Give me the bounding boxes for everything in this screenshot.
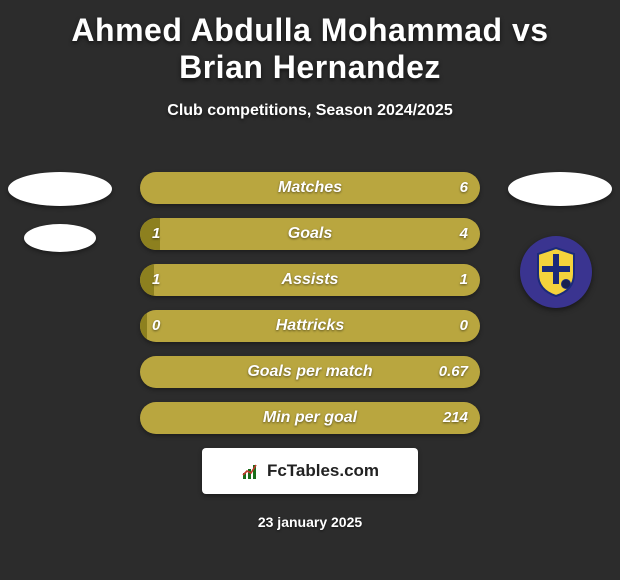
stat-label: Min per goal	[140, 402, 480, 434]
stat-row: 6Matches	[140, 172, 480, 204]
stat-label: Assists	[140, 264, 480, 296]
stat-row: 214Min per goal	[140, 402, 480, 434]
subtitle: Club competitions, Season 2024/2025	[0, 102, 620, 120]
stat-row: 00Hattricks	[140, 310, 480, 342]
brand-label: FcTables.com	[267, 461, 379, 481]
date-label: 23 january 2025	[0, 514, 620, 530]
stat-label: Hattricks	[140, 310, 480, 342]
stat-row: 14Goals	[140, 218, 480, 250]
stat-row: 11Assists	[140, 264, 480, 296]
player1-placeholder-ellipse-top	[8, 172, 112, 206]
stat-label: Goals	[140, 218, 480, 250]
player2-club-crest	[520, 236, 592, 308]
brand-footer: FcTables.com	[202, 448, 418, 494]
player2-placeholder-ellipse-top	[508, 172, 612, 206]
player1-placeholder-ellipse-bottom	[24, 224, 96, 252]
stat-label: Goals per match	[140, 356, 480, 388]
stat-label: Matches	[140, 172, 480, 204]
stats-bar-chart: 6Matches 14Goals 11Assists 00Hattricks 0.67G…	[140, 172, 480, 448]
shield-icon	[534, 246, 578, 298]
stat-row: 0.67Goals per match	[140, 356, 480, 388]
chart-icon	[241, 461, 261, 481]
page-title: Ahmed Abdulla Mohammad vs Brian Hernande…	[0, 0, 620, 86]
